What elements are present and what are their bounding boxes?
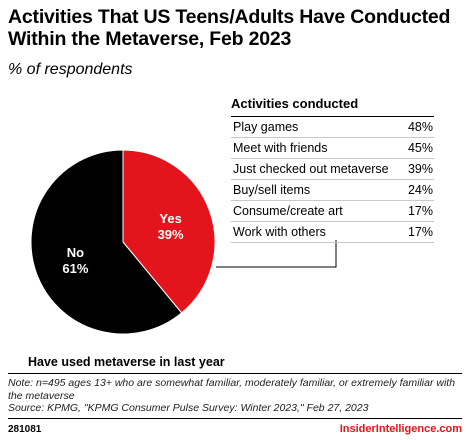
slice-value-label: 39% [158,227,184,242]
source-text: Source: KPMG, "KPMG Consumer Pulse Surve… [8,402,369,414]
slice-category-label: No [67,245,84,260]
row-value: 24% [407,183,433,197]
table-row: Meet with friends 45% [231,138,434,159]
note-text: Note: n=495 ages 13+ who are somewhat fa… [8,377,456,402]
chart-subtitle: % of respondents [8,61,133,78]
table-row: Buy/sell items 24% [231,180,434,201]
row-value: 48% [407,120,433,134]
row-value: 17% [407,204,433,218]
activities-table: Activities conducted Play games 48% Meet… [231,92,434,243]
table-row: Consume/create art 17% [231,201,434,222]
row-value: 17% [407,225,433,239]
table-connector-line [216,240,337,268]
row-label: Consume/create art [233,204,343,218]
slice-category-label: Yes [159,211,181,226]
row-label: Meet with friends [233,141,328,155]
chart-title: Activities That US Teens/Adults Have Con… [8,6,451,50]
pie-caption: Have used metaverse in last year [28,355,225,369]
pie-slice-yes [122,149,216,314]
row-label: Play games [233,120,299,134]
pie-slice-no [30,149,183,335]
chart-id: 281081 [8,424,42,435]
row-label: Work with others [233,225,326,239]
row-label: Buy/sell items [233,183,311,197]
footnote: Note: n=495 ages 13+ who are somewhat fa… [8,377,464,415]
footer-divider [8,373,462,374]
brand-link[interactable]: InsiderIntelligence.com [339,423,462,435]
activities-table-header: Activities conducted [231,92,434,117]
slice-value-label: 61% [62,261,88,276]
row-label: Just checked out metaverse [233,162,389,176]
table-row: Just checked out metaverse 39% [231,159,434,180]
table-row: Play games 48% [231,117,434,138]
table-row: Work with others 17% [231,222,434,243]
bottom-divider [8,418,462,419]
row-value: 45% [407,141,433,155]
row-value: 39% [407,162,433,176]
